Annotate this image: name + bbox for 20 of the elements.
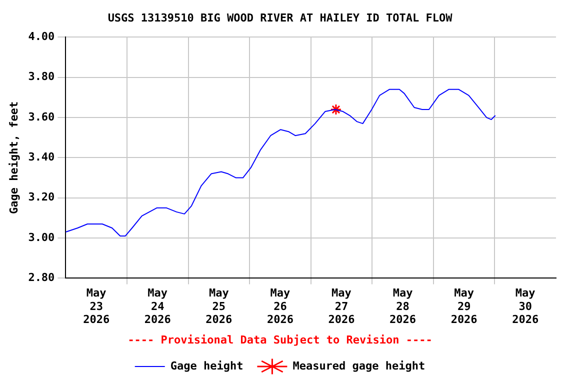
y-tick-label: 3.80 [28, 70, 55, 84]
y-tick-label: 2.80 [28, 271, 55, 284]
x-tick-label: May 27 2026 [328, 286, 356, 326]
chart-title: USGS 13139510 BIG WOOD RIVER AT HAILEY ID TOTAL FLOW [108, 11, 453, 24]
legend-label: Measured gage height [292, 359, 426, 372]
y-tick-label: 3.40 [28, 150, 55, 164]
x-tick-label: May 28 2026 [390, 286, 416, 326]
y-tick-label: 3.20 [28, 190, 55, 204]
x-tick-label: May 26 2026 [266, 286, 294, 326]
y-axis-title: Gage height, feet [7, 101, 20, 214]
y-tick-label: 4.00 [28, 30, 55, 44]
x-tick-label: May 24 2026 [144, 286, 172, 326]
text: ---- Provisional Data Subject to Revision ---- [128, 333, 432, 346]
y-tick-label: 3.60 [28, 110, 55, 124]
y-tick-label: 3.00 [28, 230, 55, 244]
legend-label: Gage height [170, 359, 244, 372]
x-tick-label: May 25 2026 [206, 286, 233, 326]
x-tick-label: May 30 2026 [512, 286, 539, 326]
x-tick-label: May 29 2026 [450, 286, 478, 326]
x-tick-label: May 23 2026 [83, 286, 110, 326]
